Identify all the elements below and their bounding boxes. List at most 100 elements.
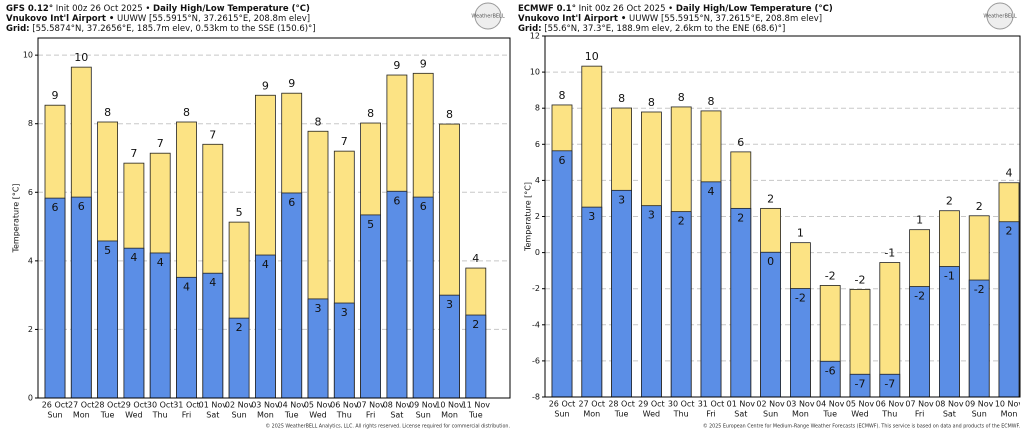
value-label: -2 (855, 273, 866, 286)
x-tick-label: Sun (554, 410, 569, 419)
value-label: 2 (946, 195, 953, 208)
bar (760, 251, 781, 398)
x-tick-label: Mon (257, 411, 274, 420)
x-tick-label: Mon (441, 411, 458, 420)
y-tick-label: 12 (530, 32, 540, 41)
x-tick-label: Fri (366, 411, 376, 420)
x-tick-label: Sat (943, 410, 956, 419)
value-label: 8 (367, 107, 374, 120)
header-part: ECMWF 0.1° (518, 4, 576, 14)
y-tick-label: 0 (28, 394, 33, 403)
bar (939, 266, 960, 398)
header-line: ECMWF 0.1° Init 00z 26 Oct 2025 • Daily … (518, 4, 833, 14)
value-label: 3 (315, 302, 322, 315)
value-label: 3 (588, 210, 595, 223)
plot-frame (544, 35, 1021, 398)
logo: WeatherBELL (983, 14, 1016, 20)
bar (730, 207, 752, 398)
x-tick-label: 30 Oct (668, 400, 695, 409)
bar (700, 181, 722, 398)
x-tick-label: Sun (47, 411, 62, 420)
header-part: Grid: (6, 24, 30, 34)
x-tick-label: 08 Nov (383, 401, 412, 410)
value-label: -7 (884, 377, 895, 390)
x-tick-label: 26 Oct (42, 401, 69, 410)
header-line: Vnukovo Int'l Airport • UUWW [55.5915°N,… (6, 14, 310, 24)
bar (581, 206, 603, 398)
value-label: 9 (52, 89, 59, 102)
value-label: 10 (585, 50, 599, 63)
x-tick-label: 05 Nov (304, 401, 333, 410)
value-label: 5 (236, 206, 243, 219)
value-label: 9 (288, 77, 295, 90)
value-label: 6 (78, 200, 85, 213)
x-tick-label: 07 Nov (356, 401, 385, 410)
x-tick-label: 06 Nov (876, 400, 905, 409)
x-tick-label: 09 Nov (965, 400, 994, 409)
x-tick-label: Mon (792, 410, 809, 419)
x-tick-label: Tue (614, 410, 629, 419)
value-label: 8 (104, 106, 111, 119)
x-tick-label: Tue (822, 410, 837, 419)
footer: © 2025 WeatherBELL Analytics, LLC. All r… (265, 423, 510, 430)
value-label: -6 (825, 364, 836, 377)
header-line: Grid: [55.5874°N, 37.2656°E, 185.7m elev… (6, 24, 316, 34)
bar (998, 221, 1020, 398)
logo-mark (474, 2, 502, 30)
bar (641, 205, 662, 398)
y-tick-label: 8 (535, 104, 540, 113)
value-label: -7 (855, 377, 866, 390)
x-tick-label: 05 Nov (846, 400, 875, 409)
x-tick-label: Wed (125, 411, 142, 420)
x-tick-label: 02 Nov (225, 401, 254, 410)
value-label: -2 (974, 283, 985, 296)
value-label: 8 (183, 106, 190, 119)
logo-mark (986, 2, 1014, 30)
value-label: 8 (708, 95, 715, 108)
x-tick-label: Mon (73, 411, 90, 420)
x-tick-label: Tue (100, 411, 115, 420)
x-tick-label: Sun (972, 410, 987, 419)
x-tick-label: 11 Nov (462, 401, 491, 410)
y-tick-label: 6 (535, 140, 540, 149)
bar (412, 196, 434, 399)
bar (790, 288, 811, 398)
value-label: 3 (446, 298, 453, 311)
y-tick-label: 10 (530, 68, 540, 77)
value-label: 3 (341, 306, 348, 319)
x-tick-label: 27 Oct (68, 401, 95, 410)
y-tick-label: 8 (28, 119, 33, 128)
footer: © 2025 European Centre for Medium-Range … (703, 423, 1020, 430)
plot-frame (37, 37, 511, 399)
value-label: 4 (183, 280, 190, 293)
x-tick-label: Fri (182, 411, 192, 420)
x-tick-label: 04 Nov (278, 401, 307, 410)
value-label: 2 (767, 192, 774, 205)
y-axis-label: Temperature [°C] (12, 183, 21, 253)
value-label: 5 (367, 218, 374, 231)
header-part: Vnukovo Int'l Airport • (6, 14, 114, 24)
header-part: GFS 0.12° (6, 4, 53, 14)
x-tick-label: 06 Nov (330, 401, 359, 410)
y-tick-label: -6 (532, 356, 540, 365)
bar (70, 196, 92, 399)
y-tick-label: -4 (532, 320, 540, 329)
value-label: 8 (618, 92, 625, 105)
value-label: 9 (420, 57, 427, 70)
header-part: [55.5874°N, 37.2656°E, 185.7m elev, 0.53… (32, 24, 315, 34)
value-label: 4 (262, 258, 269, 271)
x-tick-label: 01 Nov (199, 401, 228, 410)
value-label: 9 (393, 59, 400, 72)
header-part: Daily High/Low Temperature (°C) (676, 4, 833, 14)
bar (202, 272, 224, 399)
value-label: 4 (209, 276, 216, 289)
value-label: 4 (130, 251, 137, 264)
y-tick-label: -8 (532, 393, 540, 402)
value-label: 9 (262, 79, 269, 92)
header-part: UUWW [55.5915°N, 37.2615°E, 208.8m elev] (629, 14, 822, 24)
value-label: 1 (797, 227, 804, 240)
value-label: 6 (288, 196, 295, 209)
x-tick-label: Wed (309, 411, 326, 420)
